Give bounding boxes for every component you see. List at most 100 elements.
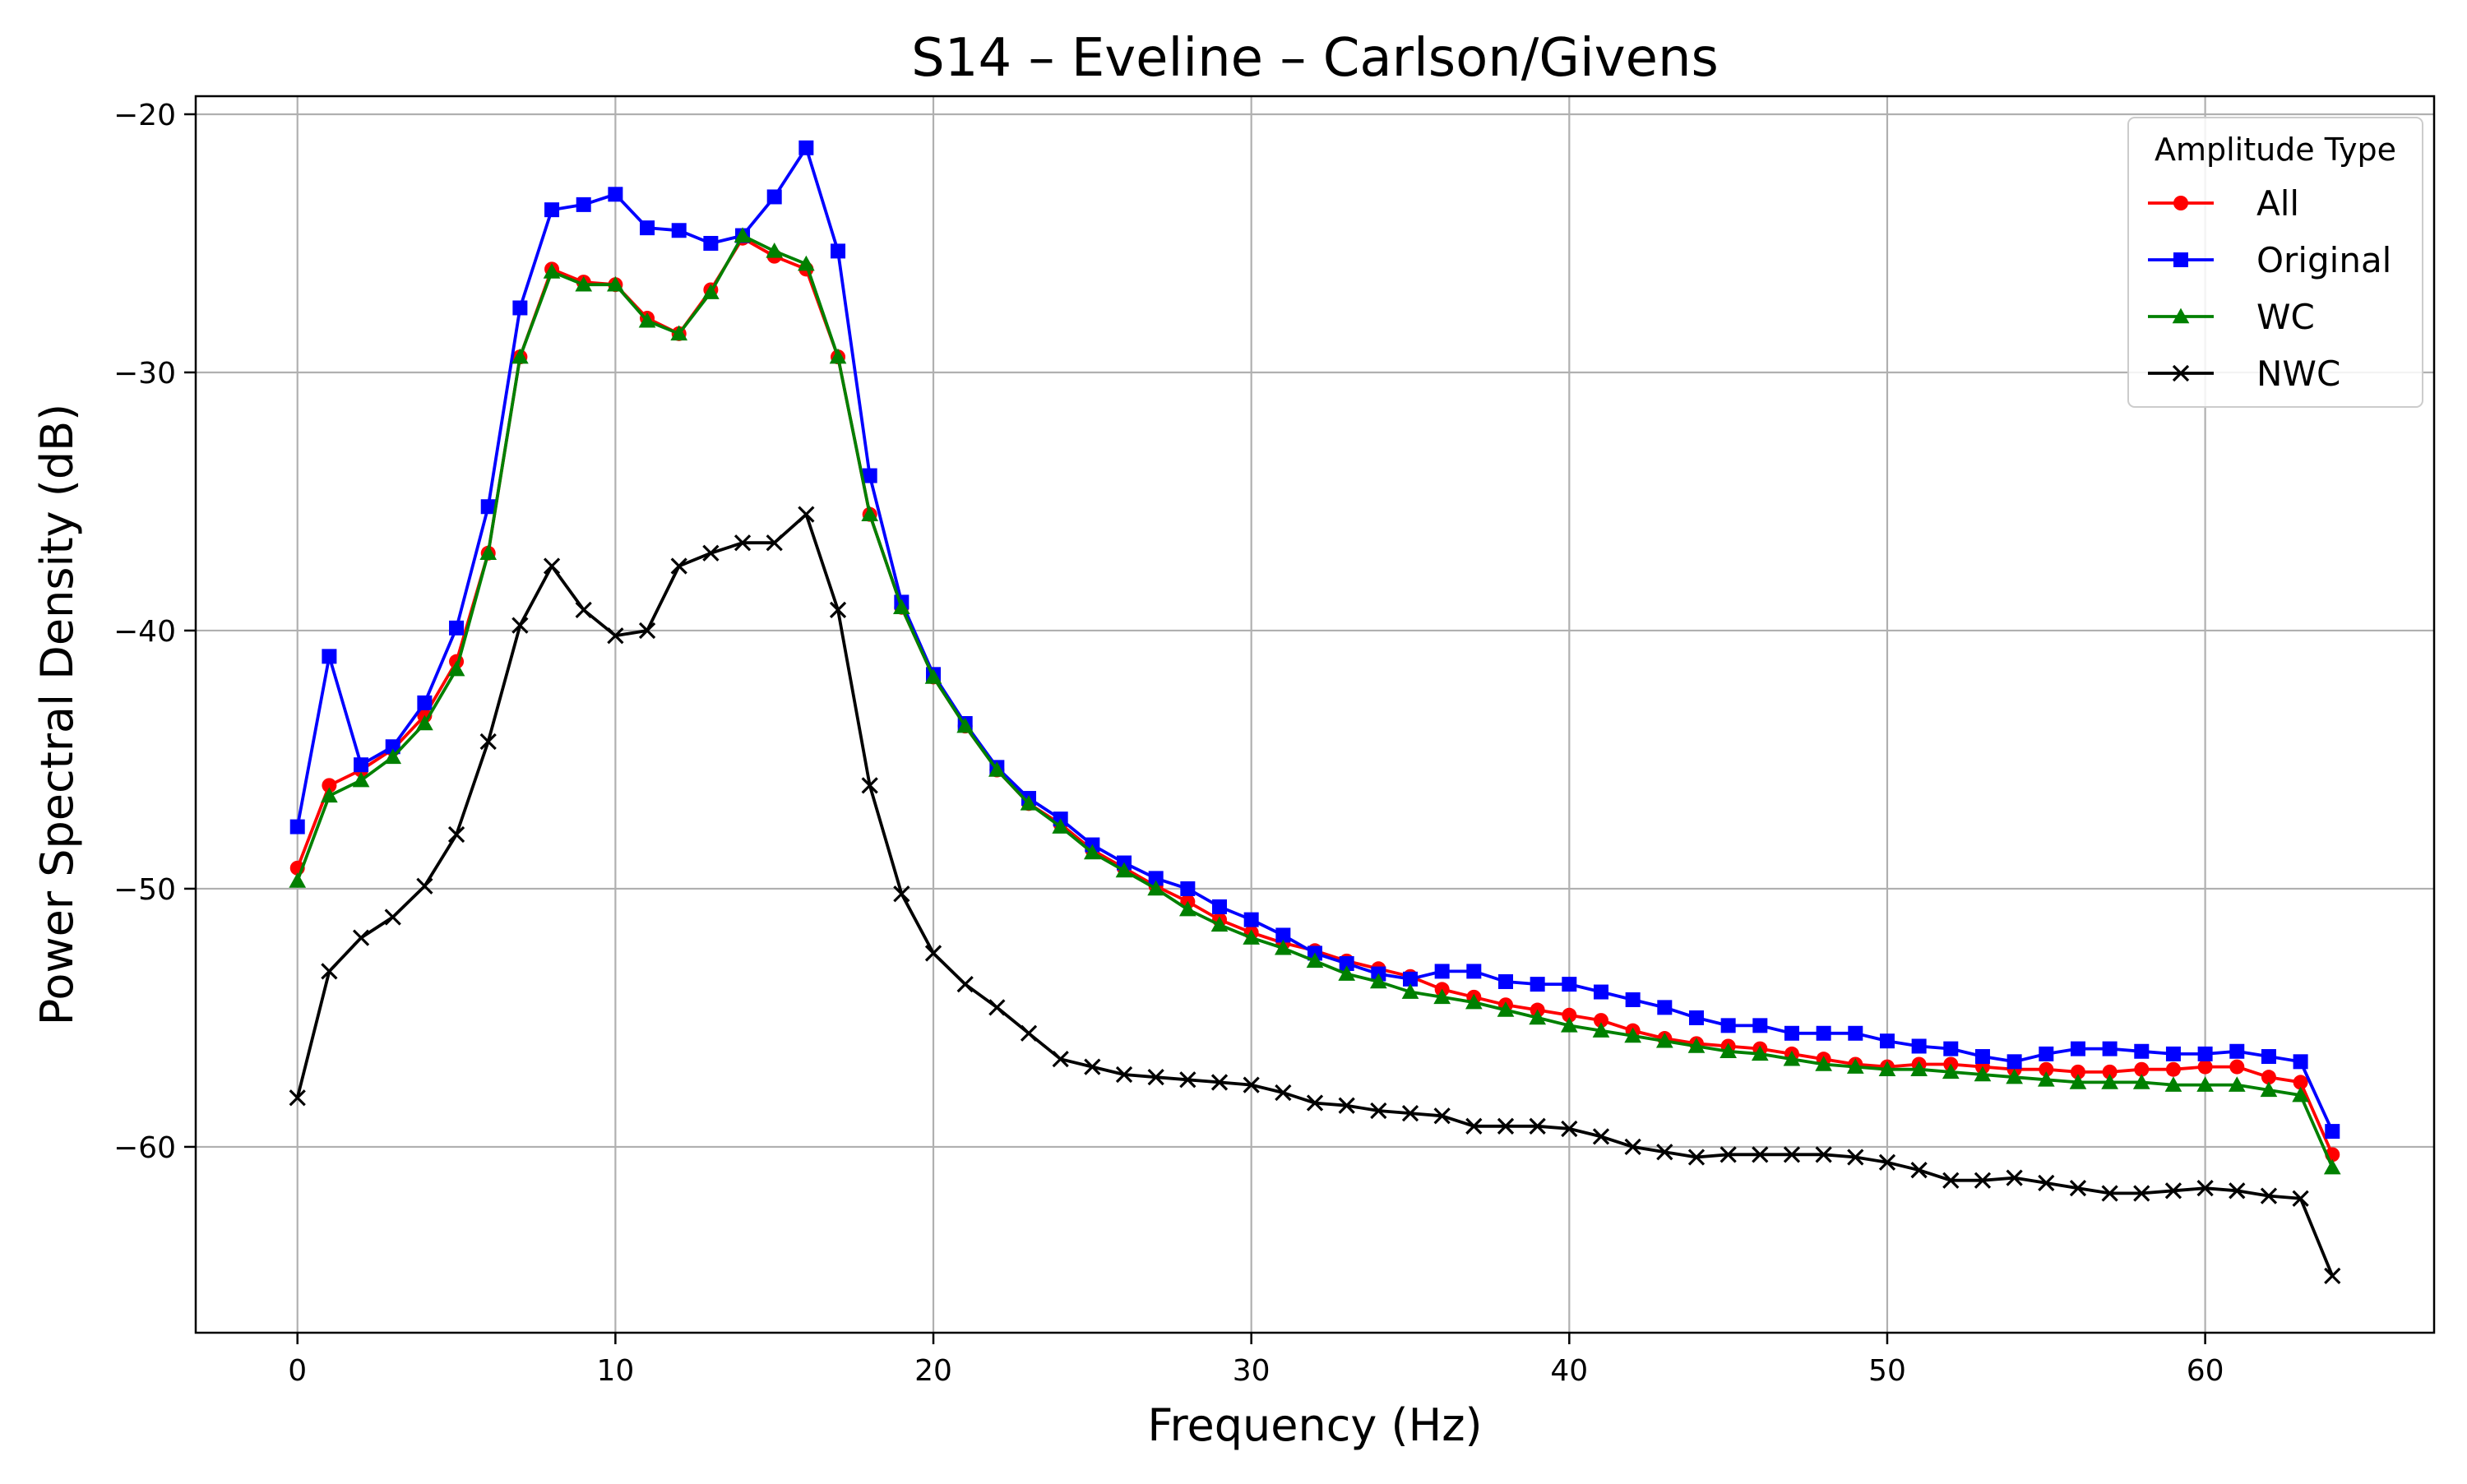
y-axis-label: Power Spectral Density (dB) — [31, 404, 83, 1025]
data-point — [2006, 1169, 2023, 1186]
data-point — [2229, 1182, 2246, 1200]
data-point — [1052, 1051, 1069, 1068]
data-point — [2197, 1059, 2213, 1075]
data-point — [2101, 1074, 2118, 1089]
data-point — [511, 617, 529, 634]
data-point — [1783, 1146, 1801, 1163]
data-point — [607, 275, 624, 292]
data-point — [511, 348, 529, 364]
data-point — [447, 660, 465, 677]
data-point — [1401, 983, 1419, 999]
data-point — [956, 975, 974, 993]
data-point — [862, 468, 877, 483]
data-point — [1179, 1071, 1196, 1089]
data-point — [798, 140, 814, 155]
data-point — [1719, 1042, 1737, 1059]
data-point — [543, 557, 561, 575]
data-point — [1275, 1084, 1292, 1102]
data-point — [2037, 1070, 2055, 1087]
data-point — [2196, 1076, 2214, 1092]
data-point — [512, 300, 528, 316]
data-point — [893, 599, 910, 614]
data-point — [1465, 1117, 1483, 1135]
data-point — [638, 312, 656, 328]
data-point — [321, 787, 338, 803]
data-point — [1401, 1104, 1419, 1122]
y-tick-label: −50 — [113, 873, 176, 907]
legend-box — [2127, 117, 2423, 408]
data-point — [2070, 1064, 2085, 1079]
data-point — [2102, 1041, 2118, 1056]
data-point — [2039, 1061, 2054, 1077]
legend-label: Original — [2256, 240, 2391, 280]
data-point — [1560, 1017, 1578, 1033]
legend-item-original: Original — [2148, 240, 2391, 280]
data-point — [2173, 196, 2188, 210]
data-point — [289, 819, 305, 834]
data-point — [1212, 899, 1228, 914]
data-point — [1879, 1033, 1895, 1049]
data-point — [2006, 1068, 2023, 1084]
data-point — [1815, 1056, 1832, 1071]
x-tick-label: 10 — [596, 1354, 634, 1388]
data-point — [2172, 307, 2190, 324]
y-tick-label: −60 — [113, 1131, 176, 1165]
data-point — [1147, 1069, 1164, 1086]
data-point — [671, 223, 687, 238]
data-point — [1210, 1074, 1229, 1091]
data-point — [416, 714, 433, 731]
data-point — [1562, 1007, 1577, 1023]
data-point — [1147, 880, 1165, 896]
data-point — [1656, 1144, 1673, 1161]
data-point — [2196, 1180, 2214, 1197]
data-point — [1338, 1097, 1355, 1114]
data-point — [1784, 1025, 1799, 1041]
data-point — [1657, 1000, 1673, 1015]
y-tick-label: −20 — [113, 99, 176, 132]
data-point — [670, 557, 687, 575]
data-point — [1943, 1041, 1959, 1056]
data-point — [1052, 818, 1070, 834]
data-point — [1847, 1149, 1864, 1166]
x-axis-label: Frequency (Hz) — [1147, 1399, 1482, 1451]
data-point — [2324, 1267, 2341, 1285]
data-point — [734, 227, 752, 243]
data-point — [1942, 1063, 1960, 1079]
data-point — [2134, 1043, 2150, 1059]
legend-label: WC — [2256, 297, 2315, 337]
y-tick-label: −30 — [113, 357, 176, 391]
data-point — [1719, 1146, 1737, 1163]
data-point — [831, 243, 846, 259]
data-point — [1148, 871, 1164, 886]
data-point — [2260, 1081, 2278, 1098]
data-point — [1084, 1058, 1101, 1075]
data-point — [766, 534, 783, 552]
data-point — [384, 748, 402, 765]
data-point — [479, 544, 498, 561]
data-point — [608, 187, 623, 202]
data-point — [1561, 1120, 1578, 1138]
data-point — [2101, 1185, 2118, 1202]
data-point — [1974, 1066, 1992, 1082]
data-point — [2292, 1086, 2309, 1103]
x-tick-label: 60 — [2187, 1354, 2224, 1388]
legend-item-wc: WC — [2148, 297, 2315, 337]
data-point — [2038, 1174, 2055, 1192]
data-point — [480, 499, 496, 515]
data-point — [1687, 1149, 1706, 1166]
data-point — [702, 284, 720, 299]
data-point — [640, 220, 655, 236]
data-point — [1878, 1153, 1896, 1171]
x-tick-label: 20 — [914, 1354, 952, 1388]
legend-label: All — [2256, 183, 2299, 224]
data-point — [1370, 1102, 1387, 1120]
data-point — [385, 739, 400, 755]
data-point — [1115, 862, 1133, 878]
data-point — [670, 325, 688, 341]
data-point — [1974, 1172, 1992, 1189]
data-point — [2006, 1054, 2022, 1070]
data-point — [1878, 1061, 1896, 1077]
data-point — [607, 627, 624, 645]
data-point — [2133, 1185, 2150, 1202]
